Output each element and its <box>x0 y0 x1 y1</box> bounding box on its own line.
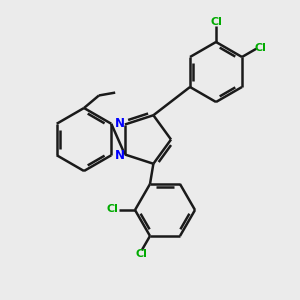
Text: Cl: Cl <box>255 43 267 53</box>
Text: N: N <box>115 149 124 163</box>
Text: Cl: Cl <box>210 17 222 27</box>
Text: N: N <box>115 116 124 130</box>
Text: Cl: Cl <box>135 250 147 260</box>
Text: Cl: Cl <box>106 204 119 214</box>
